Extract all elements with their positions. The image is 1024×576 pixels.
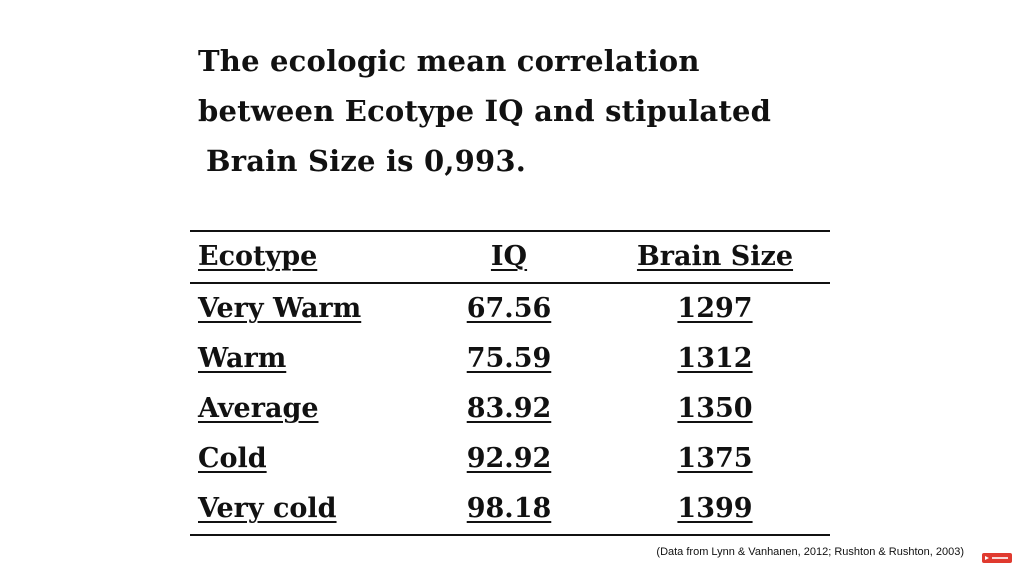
table-row: Very Warm 67.56 1297 [190,284,830,334]
cell-iq: 98.18 [466,493,552,524]
cell-ecotype: Warm [198,343,287,374]
table-row: Average 83.92 1350 [190,384,830,434]
cell-ecotype: Average [198,393,319,424]
cell-brain-size: 1350 [677,393,753,424]
title-line-2: between Ecotype IQ and stipulated [198,94,772,128]
cell-iq: 92.92 [466,443,552,474]
table-header-row: Ecotype IQ Brain Size [190,232,830,284]
cell-brain-size: 1297 [677,293,753,324]
title-line-1: The ecologic mean correlation [198,44,700,78]
play-icon [985,556,989,560]
badge-label-bar [992,557,1008,559]
cell-iq: 83.92 [466,393,552,424]
cell-brain-size: 1312 [677,343,753,374]
cell-ecotype: Cold [198,443,267,474]
source-citation: (Data from Lynn & Vanhanen, 2012; Rushto… [656,546,964,558]
header-brain-size: Brain Size [636,241,794,272]
cell-brain-size: 1375 [677,443,753,474]
cell-ecotype: Very cold [198,493,337,524]
cell-brain-size: 1399 [677,493,753,524]
data-table: Ecotype IQ Brain Size Very Warm 67.56 12… [190,230,830,536]
table-row: Cold 92.92 1375 [190,434,830,484]
header-iq: IQ [490,241,528,272]
slide-title: The ecologic mean correlation between Ec… [198,36,838,186]
table-row: Very cold 98.18 1399 [190,484,830,534]
header-ecotype: Ecotype [198,241,318,272]
cell-iq: 67.56 [466,293,552,324]
title-line-3: Brain Size is 0,993. [206,144,527,178]
cell-ecotype: Very Warm [198,293,362,324]
table-row: Warm 75.59 1312 [190,334,830,384]
cell-iq: 75.59 [466,343,552,374]
subscribe-badge-icon[interactable] [982,553,1012,563]
